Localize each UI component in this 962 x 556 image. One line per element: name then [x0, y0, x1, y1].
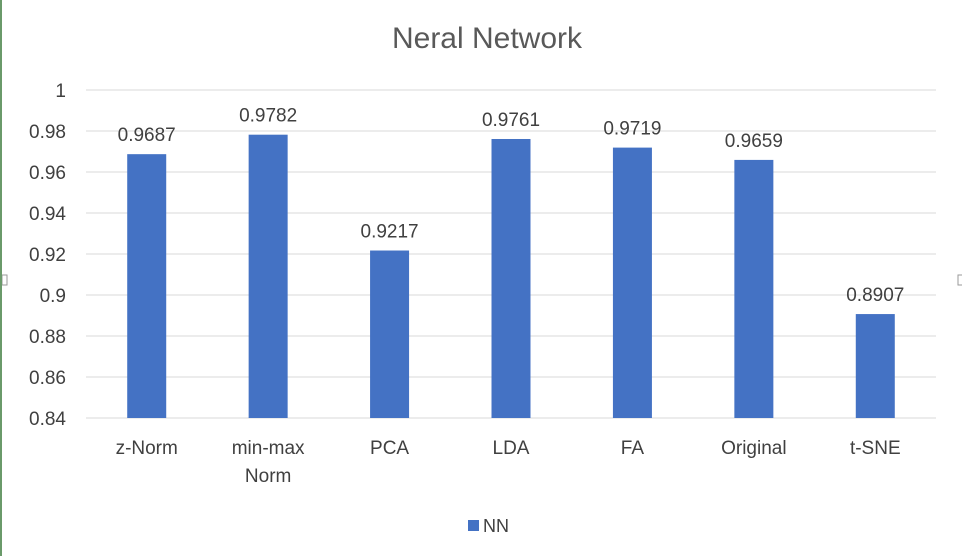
bar — [734, 159, 774, 418]
x-category-label: z-Norm — [116, 438, 178, 459]
x-category-label: Original — [721, 438, 786, 459]
resize-handle-right[interactable] — [957, 274, 962, 286]
data-label: 0.9687 — [118, 125, 176, 146]
x-category-label: LDA — [493, 438, 530, 459]
data-labels: 0.9687 0.9782 0.9217 0.9761 0.9719 0.9659 0.89… — [118, 106, 905, 306]
y-tick-label: 0.9 — [40, 286, 66, 307]
y-tick-label: 0.98 — [29, 122, 66, 143]
data-label: 0.9217 — [361, 222, 419, 243]
data-label: 0.9782 — [239, 106, 297, 127]
data-label: 0.8907 — [846, 285, 904, 306]
data-label: 0.9659 — [725, 131, 783, 152]
bar — [612, 147, 652, 419]
y-tick-label: 0.86 — [29, 368, 66, 389]
bar — [127, 154, 167, 419]
bar — [248, 134, 288, 418]
x-category-label: PCA — [370, 438, 409, 459]
y-tick-label: 0.94 — [29, 204, 66, 225]
x-category-label: FA — [621, 438, 645, 459]
legend: NN — [468, 516, 509, 536]
bars — [127, 134, 895, 419]
y-tick-label: 0.96 — [29, 163, 66, 184]
legend-label-nn: NN — [483, 516, 509, 536]
x-category-label: t-SNE — [850, 438, 901, 459]
y-tick-label: 0.88 — [29, 327, 66, 348]
y-tick-label: 0.92 — [29, 245, 66, 266]
x-axis-labels: z-Norm min-max Norm PCA LDA FA Original t-SNE — [116, 438, 901, 487]
data-label: 0.9761 — [482, 110, 540, 131]
x-category-label: Norm — [245, 466, 291, 487]
x-category-label: min-max — [232, 438, 305, 459]
resize-handle-left[interactable] — [2, 274, 8, 286]
bar — [370, 250, 410, 418]
data-label: 0.9719 — [603, 119, 661, 140]
bar — [491, 138, 531, 418]
bar — [855, 314, 895, 418]
y-tick-label: 0.84 — [29, 409, 66, 430]
legend-swatch-nn — [468, 520, 479, 531]
y-tick-label: 1 — [55, 81, 66, 102]
chart-title: Neral Network — [392, 22, 583, 55]
y-axis-ticks: 0.84 0.86 0.88 0.9 0.92 0.94 0.96 0.98 1 — [29, 81, 66, 430]
